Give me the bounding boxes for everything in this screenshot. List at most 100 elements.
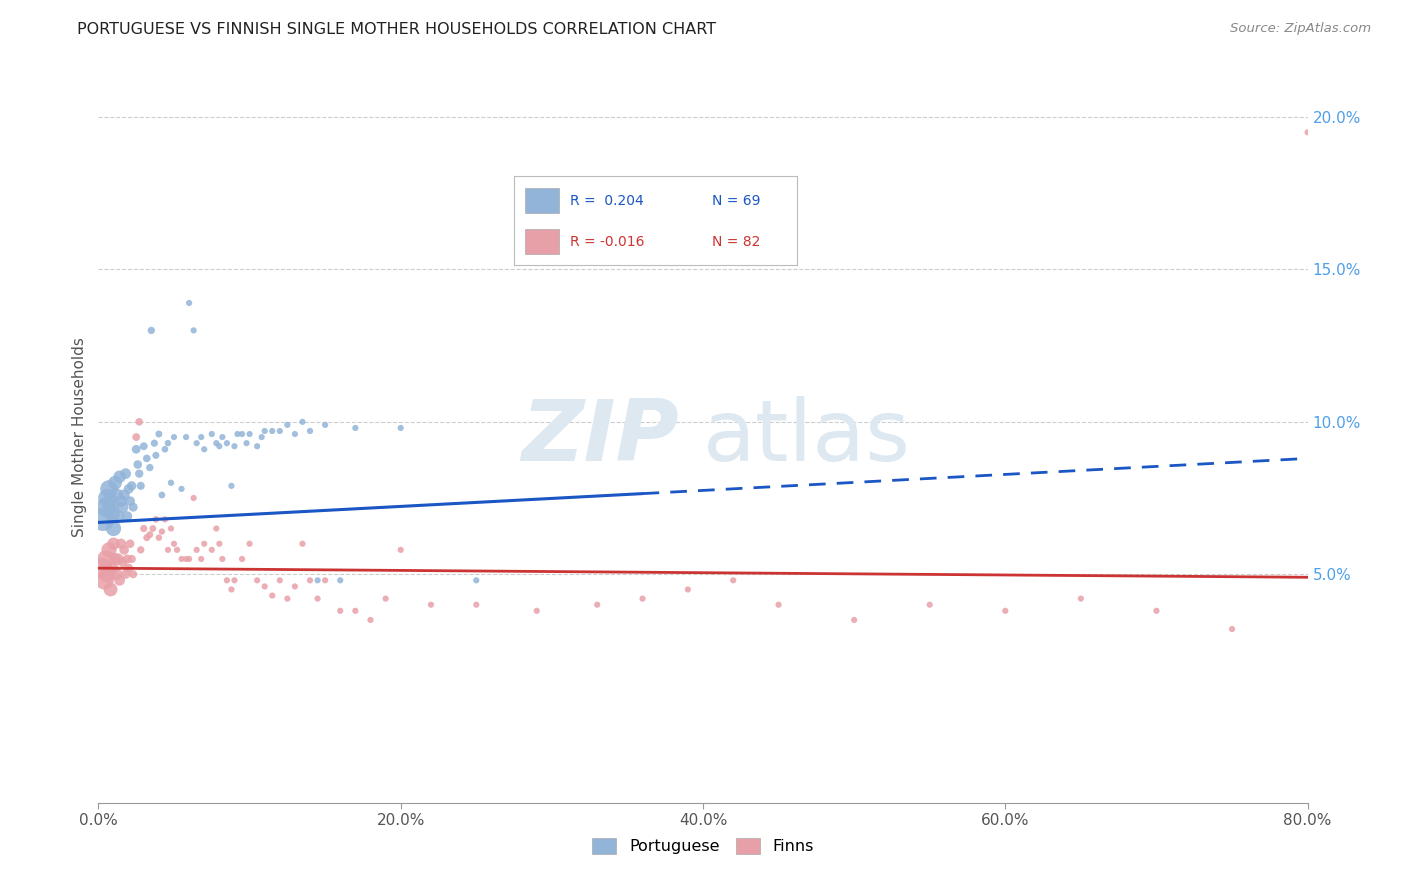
- Point: [374, 591, 396, 606]
- Text: Source: ZipAtlas.com: Source: ZipAtlas.com: [1230, 22, 1371, 36]
- Point: [104, 475, 127, 490]
- Point: [174, 552, 197, 566]
- Point: [129, 479, 152, 493]
- Point: [183, 491, 205, 505]
- Point: [193, 442, 215, 457]
- Point: [329, 604, 352, 618]
- Point: [269, 424, 291, 438]
- Point: [101, 506, 124, 520]
- Point: [91, 512, 114, 526]
- Point: [145, 448, 167, 462]
- Point: [111, 500, 134, 515]
- Point: [103, 537, 125, 551]
- Point: [143, 436, 166, 450]
- Point: [186, 542, 208, 557]
- Point: [307, 591, 329, 606]
- Point: [132, 521, 155, 535]
- Point: [231, 552, 253, 566]
- Point: [125, 442, 148, 457]
- Point: [193, 537, 215, 551]
- Point: [465, 574, 488, 588]
- Point: [465, 598, 488, 612]
- Point: [844, 613, 866, 627]
- Text: R =  0.204: R = 0.204: [571, 194, 644, 208]
- Point: [253, 579, 276, 593]
- Point: [586, 598, 609, 612]
- Point: [107, 552, 129, 566]
- Point: [103, 521, 125, 535]
- Point: [205, 521, 228, 535]
- Point: [118, 482, 141, 496]
- Point: [526, 604, 548, 618]
- Point: [114, 567, 136, 582]
- Point: [201, 542, 224, 557]
- Point: [344, 604, 367, 618]
- Point: [221, 582, 243, 597]
- Point: [1220, 622, 1243, 636]
- Point: [166, 542, 188, 557]
- Point: [112, 542, 135, 557]
- Point: [179, 552, 201, 566]
- Text: atlas: atlas: [703, 395, 911, 479]
- Point: [246, 574, 269, 588]
- Point: [1296, 125, 1319, 139]
- Point: [224, 574, 246, 588]
- Point: [420, 598, 443, 612]
- Point: [291, 537, 314, 551]
- Point: [235, 436, 257, 450]
- Point: [121, 479, 143, 493]
- Point: [150, 524, 173, 539]
- Point: [174, 430, 197, 444]
- Point: [142, 521, 165, 535]
- Point: [115, 552, 138, 566]
- Point: [129, 542, 152, 557]
- Point: [1144, 604, 1167, 618]
- Point: [156, 542, 179, 557]
- Point: [120, 537, 142, 551]
- Point: [307, 574, 329, 588]
- Point: [276, 591, 298, 606]
- Point: [215, 574, 238, 588]
- Point: [291, 415, 314, 429]
- Text: PORTUGUESE VS FINNISH SINGLE MOTHER HOUSEHOLDS CORRELATION CHART: PORTUGUESE VS FINNISH SINGLE MOTHER HOUS…: [77, 22, 717, 37]
- Point: [314, 417, 336, 432]
- Bar: [524, 188, 558, 213]
- Point: [110, 494, 132, 508]
- Point: [132, 439, 155, 453]
- Point: [284, 427, 307, 442]
- Point: [205, 436, 228, 450]
- Point: [93, 574, 115, 588]
- Point: [96, 491, 118, 505]
- Point: [90, 561, 112, 575]
- Point: [208, 439, 231, 453]
- Point: [246, 439, 269, 453]
- Point: [201, 427, 224, 442]
- Point: [160, 521, 183, 535]
- Point: [121, 552, 143, 566]
- Point: [160, 475, 183, 490]
- Point: [122, 500, 145, 515]
- Point: [153, 442, 176, 457]
- Point: [100, 497, 122, 511]
- Point: [276, 417, 298, 432]
- Point: [108, 574, 131, 588]
- Point: [98, 542, 121, 557]
- Point: [768, 598, 790, 612]
- Point: [262, 589, 284, 603]
- Point: [269, 574, 291, 588]
- Point: [94, 500, 117, 515]
- Point: [329, 574, 352, 588]
- Point: [153, 512, 176, 526]
- Point: [231, 427, 253, 442]
- Point: [128, 415, 150, 429]
- Point: [253, 424, 276, 438]
- Point: [139, 527, 162, 541]
- Point: [108, 469, 131, 483]
- Point: [107, 509, 129, 524]
- Text: N = 82: N = 82: [711, 235, 761, 249]
- Point: [631, 591, 654, 606]
- Point: [344, 421, 367, 435]
- Text: R = -0.016: R = -0.016: [571, 235, 645, 249]
- Point: [389, 421, 412, 435]
- Point: [239, 537, 262, 551]
